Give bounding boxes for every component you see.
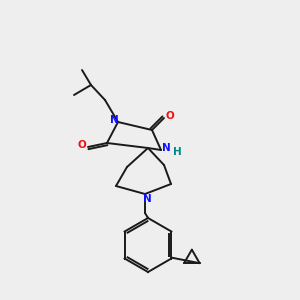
- Text: N: N: [142, 194, 152, 204]
- Text: O: O: [166, 111, 174, 121]
- Text: N: N: [162, 143, 170, 153]
- Text: H: H: [172, 147, 182, 157]
- Text: N: N: [110, 115, 118, 125]
- Text: O: O: [78, 140, 86, 150]
